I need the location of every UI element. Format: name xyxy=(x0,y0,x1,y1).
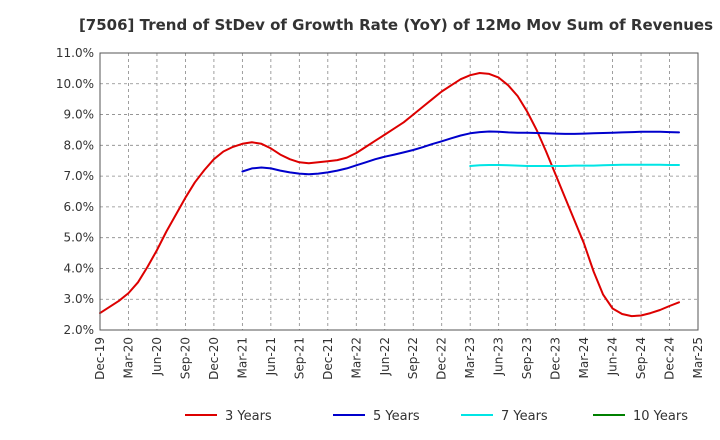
x-tick-label: Dec-23 xyxy=(549,337,563,380)
plot-frame xyxy=(99,52,699,331)
legend-label: 5 Years xyxy=(373,409,420,424)
x-tick-label: Dec-19 xyxy=(93,337,107,380)
legend: 3 Years 5 Years 7 Years 10 Years xyxy=(185,409,688,424)
legend-label: 7 Years xyxy=(501,409,548,424)
x-tick-label: Dec-22 xyxy=(435,337,449,380)
x-tick-label: Sep-21 xyxy=(292,337,306,379)
x-tick-label: Sep-24 xyxy=(634,337,648,379)
x-tick-label: Sep-20 xyxy=(178,337,192,379)
x-tick-label: Sep-23 xyxy=(520,337,534,379)
x-tick-label: Mar-24 xyxy=(577,337,591,378)
x-tick-label: Dec-20 xyxy=(207,337,221,380)
x-tick-label: Mar-22 xyxy=(349,337,363,378)
x-tick-label: Jun-23 xyxy=(492,337,506,376)
x-tick-label: Jun-20 xyxy=(150,337,164,376)
y-tick-labels: 2.0% 3.0% 4.0% 5.0% 6.0% 7.0% 8.0% 9.0% 10.0% 11.… xyxy=(56,46,94,337)
x-tick-label: Dec-24 xyxy=(663,337,677,380)
y-tick-label: 11.0% xyxy=(56,46,94,60)
legend-label: 3 Years xyxy=(225,409,272,424)
legend-label: 10 Years xyxy=(633,409,688,424)
series-layer xyxy=(99,72,680,318)
y-tick-label: 10.0% xyxy=(56,77,94,91)
x-tick-label: Jun-24 xyxy=(606,337,620,376)
x-tick-label: Mar-20 xyxy=(121,337,135,378)
x-tick-label: Jun-22 xyxy=(378,337,392,376)
x-tick-label: Mar-23 xyxy=(463,337,477,378)
series-line-7-years xyxy=(469,163,680,167)
x-tick-label: Jun-21 xyxy=(264,337,278,376)
series-line-5-years xyxy=(241,130,680,176)
series-line-3-years xyxy=(99,72,680,318)
y-tick-label: 3.0% xyxy=(64,292,95,306)
x-tick-labels: Dec-19 Mar-20 Jun-20 Sep-20 Dec-20 Mar-21 Jun-… xyxy=(93,337,705,380)
x-tick-label: Sep-22 xyxy=(406,337,420,379)
x-tick-label: Mar-25 xyxy=(691,337,705,378)
y-tick-label: 4.0% xyxy=(64,261,95,275)
chart-title: [7506] Trend of StDev of Growth Rate (Yo… xyxy=(79,16,713,34)
y-tick-label: 5.0% xyxy=(64,231,95,245)
x-tick-label: Dec-21 xyxy=(321,337,335,380)
y-tick-label: 6.0% xyxy=(64,200,95,214)
y-tick-label: 7.0% xyxy=(64,169,95,183)
y-tick-label: 9.0% xyxy=(64,108,95,122)
grid-layer xyxy=(100,53,698,330)
x-tick-label: Mar-21 xyxy=(235,337,249,378)
y-tick-label: 8.0% xyxy=(64,138,95,152)
y-tick-label: 2.0% xyxy=(64,323,95,337)
